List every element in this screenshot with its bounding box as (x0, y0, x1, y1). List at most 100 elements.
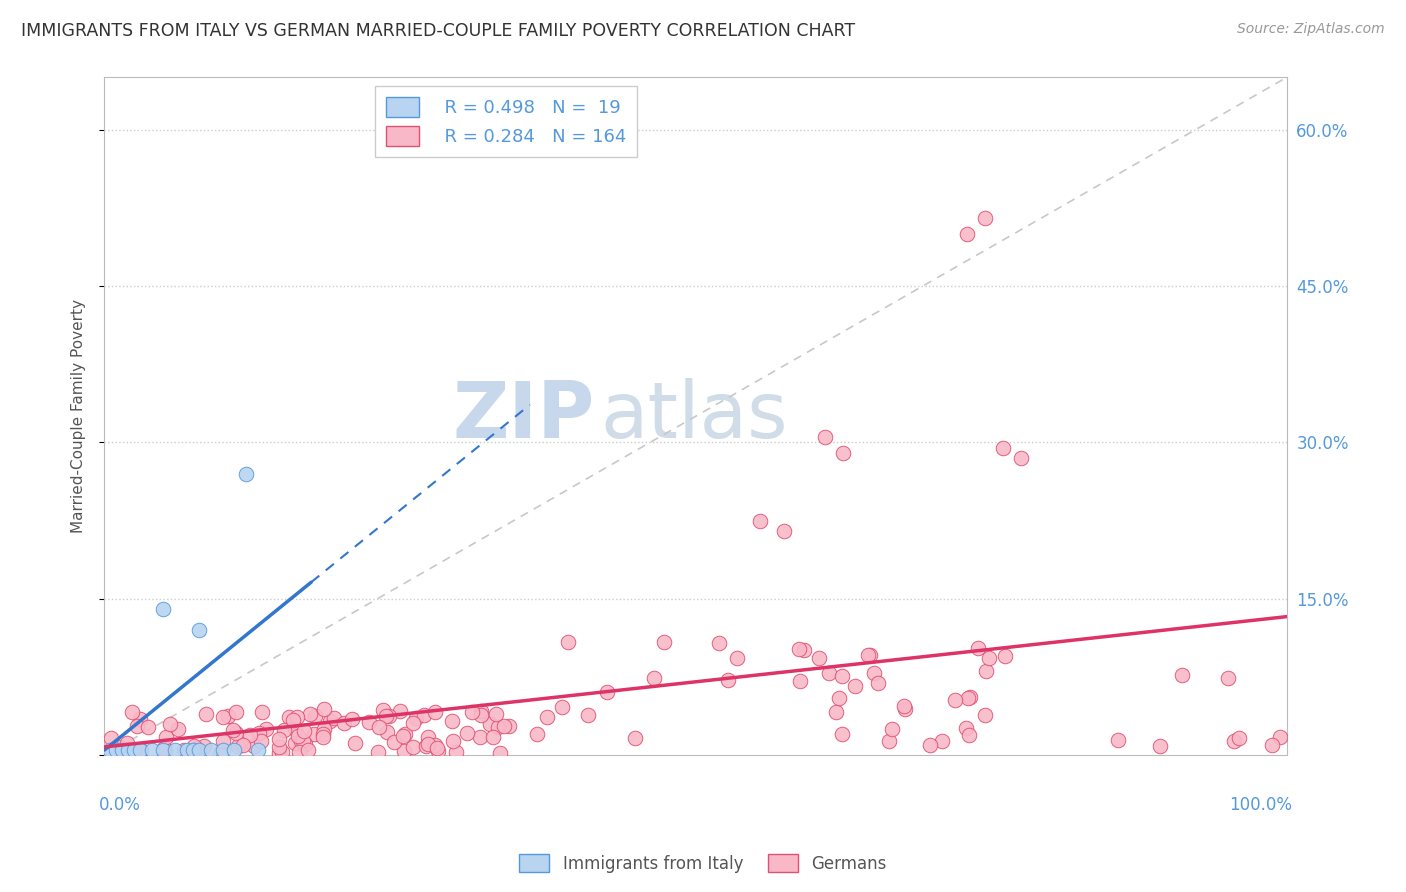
Point (1218, 671, 1240, 685)
Point (405, 710, 427, 724)
Point (141, 743, 163, 757)
Point (446, 745, 468, 759)
Point (415, 739, 437, 753)
Point (959, 690, 981, 704)
Point (291, 734, 314, 748)
Point (470, 707, 492, 722)
Text: atlas: atlas (600, 378, 789, 454)
Point (468, 730, 491, 744)
Point (222, 723, 245, 737)
Point (111, 743, 134, 757)
Point (486, 721, 509, 735)
Point (312, 723, 335, 737)
Point (323, 711, 346, 725)
Point (287, 729, 309, 743)
Point (250, 733, 273, 747)
Point (105, 743, 128, 757)
Point (492, 719, 515, 733)
Point (1223, 734, 1246, 748)
Point (880, 722, 903, 736)
Point (418, 731, 440, 745)
Point (596, 685, 619, 699)
Point (249, 726, 271, 740)
Point (232, 738, 254, 752)
Y-axis label: Married-Couple Family Poverty: Married-Couple Family Poverty (72, 300, 86, 533)
Point (943, 692, 966, 706)
Point (166, 723, 188, 737)
Point (973, 707, 995, 722)
Point (576, 708, 599, 723)
Point (956, 227, 979, 241)
Point (401, 739, 423, 754)
Point (288, 745, 311, 759)
Point (894, 702, 917, 716)
Point (211, 743, 233, 757)
Point (243, 739, 266, 753)
Point (340, 712, 363, 726)
Point (1010, 451, 1032, 466)
Point (193, 739, 215, 753)
Point (374, 709, 396, 723)
Point (427, 744, 450, 758)
Point (152, 602, 174, 616)
Point (974, 664, 997, 678)
Point (176, 743, 198, 757)
Legend: Immigrants from Italy, Germans: Immigrants from Italy, Germans (513, 847, 893, 880)
Legend:   R = 0.498   N =  19,   R = 0.284   N = 164: R = 0.498 N = 19, R = 0.284 N = 164 (375, 87, 637, 157)
Point (550, 700, 572, 714)
Point (367, 720, 389, 734)
Point (456, 726, 478, 740)
Point (98, 743, 121, 757)
Point (793, 643, 815, 657)
Point (862, 665, 884, 680)
Point (707, 635, 730, 649)
Point (808, 651, 831, 665)
Text: 0.0%: 0.0% (98, 796, 141, 814)
Point (977, 651, 1000, 665)
Point (281, 713, 304, 727)
Point (893, 699, 915, 714)
Point (1268, 730, 1291, 744)
Point (392, 744, 415, 758)
Point (314, 702, 336, 716)
Point (858, 648, 880, 662)
Point (344, 736, 367, 750)
Point (186, 740, 208, 755)
Point (991, 441, 1014, 455)
Point (269, 740, 291, 755)
Point (412, 708, 434, 723)
Point (859, 648, 882, 662)
Text: IMMIGRANTS FROM ITALY VS GERMAN MARRIED-COUPLE FAMILY POVERTY CORRELATION CHART: IMMIGRANTS FROM ITALY VS GERMAN MARRIED-… (21, 22, 855, 40)
Point (212, 734, 235, 748)
Point (623, 731, 645, 746)
Point (825, 705, 848, 719)
Point (173, 743, 195, 757)
Point (814, 430, 837, 444)
Point (294, 738, 316, 752)
Point (333, 716, 356, 731)
Point (423, 738, 446, 752)
Point (817, 665, 839, 680)
Point (485, 707, 508, 722)
Point (1170, 667, 1192, 681)
Point (440, 714, 463, 728)
Point (974, 211, 997, 226)
Point (136, 720, 159, 734)
Point (557, 635, 579, 649)
Point (482, 730, 505, 744)
Point (526, 726, 548, 740)
Point (994, 649, 1017, 664)
Point (426, 741, 449, 756)
Point (391, 729, 413, 743)
Point (416, 737, 439, 751)
Point (931, 734, 953, 748)
Point (299, 706, 322, 721)
Text: 100.0%: 100.0% (1229, 796, 1292, 814)
Point (217, 709, 239, 723)
Point (284, 736, 307, 750)
Point (461, 705, 484, 719)
Point (787, 642, 810, 657)
Point (1260, 739, 1282, 753)
Point (287, 710, 309, 724)
Point (652, 635, 675, 649)
